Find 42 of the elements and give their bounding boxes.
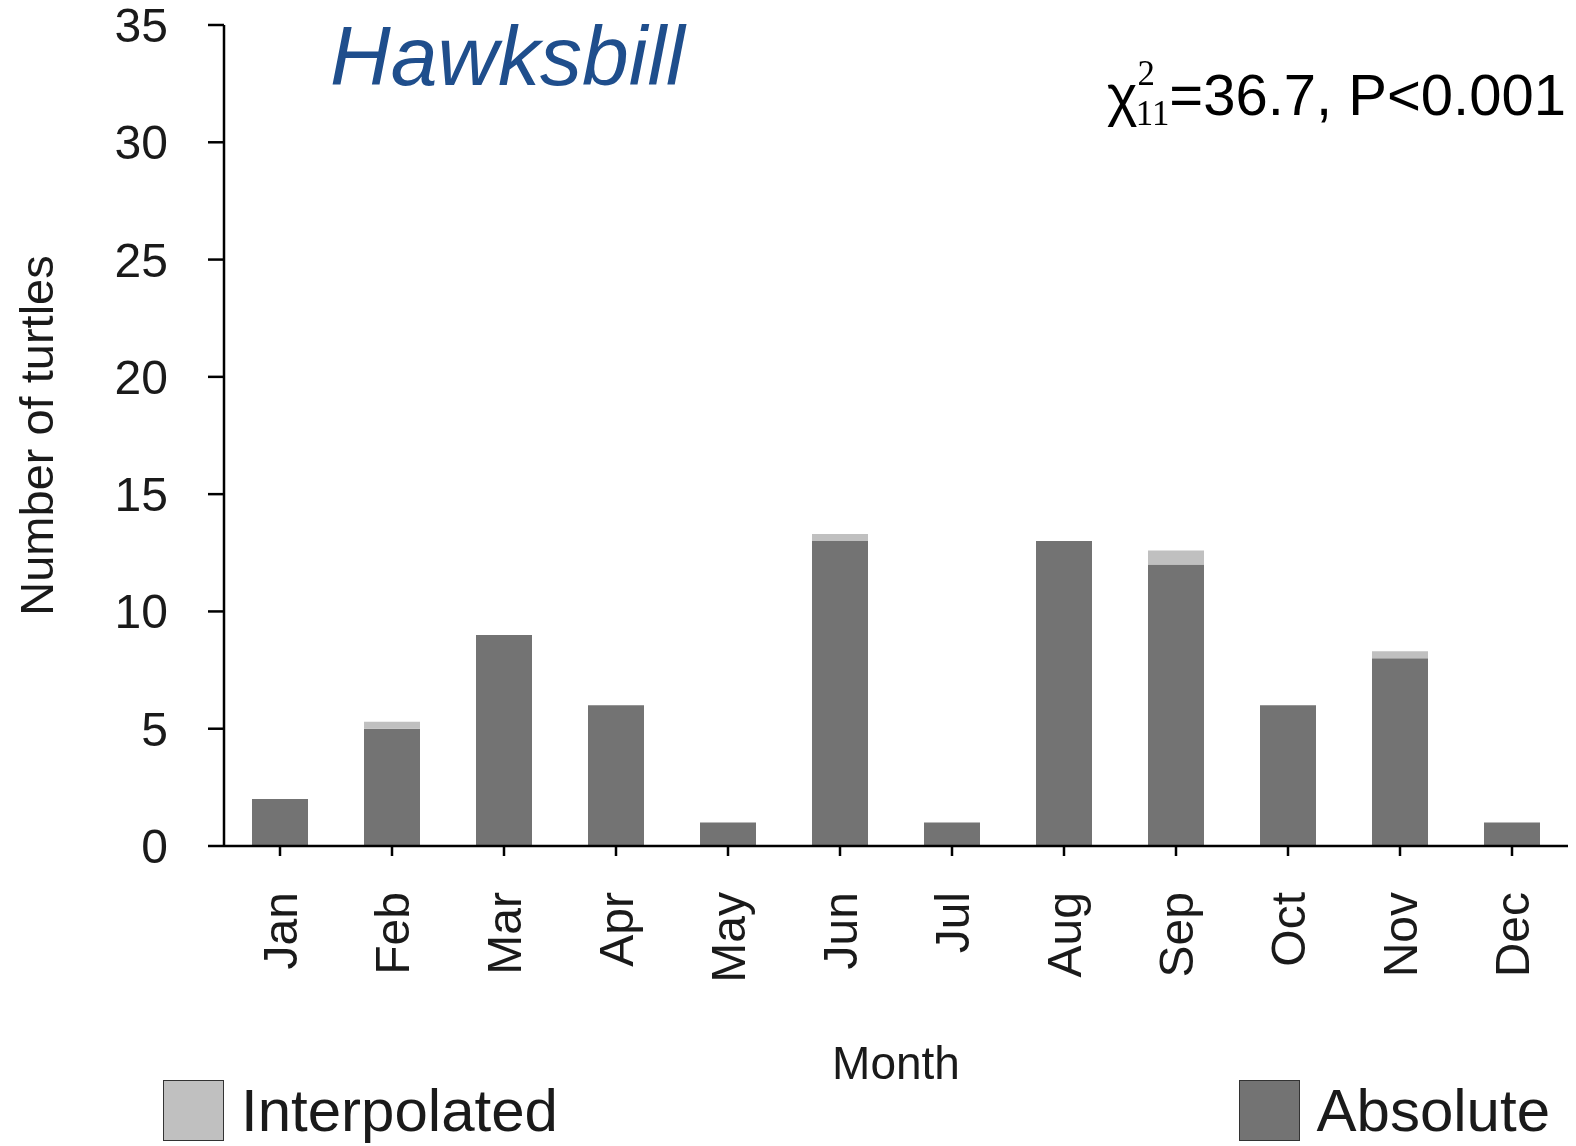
chart-title: Hawksbill: [330, 9, 685, 103]
x-tick-label: Feb: [365, 892, 419, 975]
y-tick-label: 5: [141, 702, 168, 756]
y-tick-label: 35: [114, 0, 168, 53]
bar: [1372, 658, 1428, 846]
bar: [1148, 564, 1204, 846]
x-tick-label: Oct: [1261, 892, 1315, 967]
x-tick-label: Jun: [813, 892, 867, 970]
y-axis-title: Number of turtles: [9, 255, 63, 616]
x-tick-label: Aug: [1037, 892, 1091, 978]
annotation: χ$^{2}$$_{11}$=36.7, P<0.001: [1107, 54, 1566, 134]
y-tick-label: 0: [141, 820, 168, 874]
bar: [700, 822, 756, 846]
bar: [1260, 705, 1316, 846]
x-tick-label: Apr: [589, 891, 643, 967]
bar: [252, 799, 308, 846]
y-tick-label: 20: [114, 350, 168, 404]
bar: [1484, 822, 1540, 846]
legend-label: Interpolated: [241, 1076, 558, 1144]
bar: [364, 721, 420, 729]
y-tick-label: 30: [114, 116, 168, 170]
bar: [812, 534, 868, 542]
y-tick-label: 25: [114, 233, 168, 287]
x-tick-label: Dec: [1485, 892, 1539, 978]
bar: [588, 705, 644, 846]
bar: [476, 634, 532, 846]
y-tick-label: 10: [114, 585, 168, 639]
x-tick-label: Mar: [477, 891, 531, 975]
legend-label: Absolute: [1316, 1076, 1550, 1144]
bar: [812, 541, 868, 846]
x-tick-label: Jul: [925, 892, 979, 954]
bar: [1148, 550, 1204, 565]
x-tick-label: May: [701, 892, 755, 983]
bar: [924, 822, 980, 846]
bar: [364, 728, 420, 846]
bar: [1036, 541, 1092, 846]
bar: [1372, 651, 1428, 659]
y-tick-label: 15: [114, 468, 168, 522]
x-tick-label: Jan: [253, 892, 307, 970]
x-tick-label: Sep: [1149, 892, 1203, 978]
x-axis-title: Month: [832, 1037, 960, 1089]
x-tick-label: Nov: [1373, 892, 1427, 978]
